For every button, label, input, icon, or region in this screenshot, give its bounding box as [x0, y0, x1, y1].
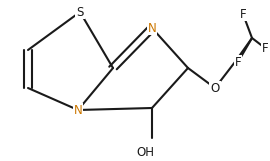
Text: OH: OH	[136, 147, 154, 160]
Text: N: N	[148, 22, 156, 34]
Text: F: F	[262, 42, 268, 55]
Text: F: F	[240, 8, 246, 20]
Text: N: N	[74, 104, 82, 117]
Text: F: F	[235, 56, 241, 68]
Text: O: O	[210, 81, 220, 95]
Text: S: S	[76, 5, 84, 19]
